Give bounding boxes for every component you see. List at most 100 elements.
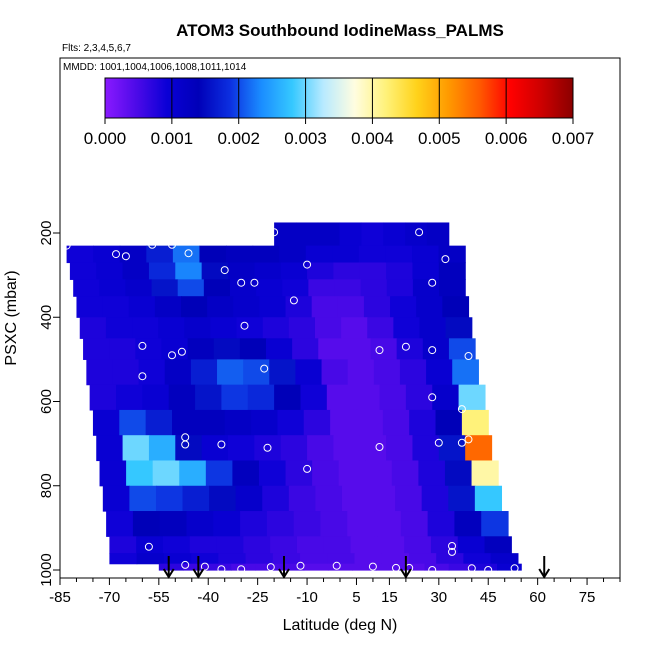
- heatmap-cell: [93, 245, 121, 264]
- heatmap-cell: [119, 245, 147, 264]
- heatmap-cell: [191, 553, 219, 565]
- heatmap-cell: [426, 222, 450, 251]
- heatmap-cell: [386, 279, 414, 297]
- heatmap-cell: [262, 317, 290, 339]
- heatmap-cell: [99, 279, 127, 297]
- heatmap-cell: [358, 245, 387, 264]
- heatmap-cell: [444, 460, 473, 487]
- heatmap-cell: [416, 296, 443, 318]
- heatmap-cell: [400, 511, 429, 537]
- heatmap-cell: [356, 409, 384, 436]
- heatmap-cell: [216, 536, 244, 554]
- sample-point: [181, 440, 190, 449]
- heatmap-cell: [311, 296, 339, 318]
- heatmap-cell: [245, 553, 274, 565]
- sample-point: [177, 347, 186, 356]
- heatmap-cell: [458, 384, 486, 411]
- colorbar-tick-labels: 0.000 0.001 0.002 0.003 0.004 0.005 0.006 0.007: [84, 129, 595, 148]
- sample-point: [95, 547, 104, 555]
- heatmap-cell: [265, 338, 293, 360]
- heatmap-cell: [239, 338, 267, 360]
- sample-point: [428, 346, 437, 355]
- heatmap-cell: [347, 511, 375, 537]
- heatmap-cell: [86, 359, 114, 386]
- heatmap-cell: [201, 435, 229, 462]
- heatmap-cell: [448, 485, 476, 512]
- heatmap-cell: [228, 262, 255, 280]
- sample-point: [467, 564, 476, 573]
- heatmap-cell: [96, 262, 124, 280]
- heatmap-cell: [497, 563, 522, 571]
- heatmap-cell: [323, 536, 352, 554]
- heatmap-cell: [203, 279, 231, 297]
- heatmap-cell: [277, 409, 305, 436]
- heatmap-cell: [190, 359, 218, 386]
- heatmap-cell: [274, 384, 302, 411]
- x-axis-label: Latitude (deg N): [283, 617, 398, 634]
- heatmap-cell: [76, 296, 104, 318]
- heatmap-cell: [213, 338, 241, 360]
- heatmap-cell: [435, 409, 463, 436]
- heatmap-cell: [361, 222, 384, 251]
- colorbar-tick-label: 0.006: [485, 129, 528, 148]
- heatmap-cell: [352, 563, 377, 571]
- heatmap-cell: [430, 536, 459, 554]
- heatmap-cell: [334, 279, 362, 297]
- heatmap-cell: [122, 262, 150, 280]
- heatmap-cell: [128, 296, 156, 318]
- heatmap-cell: [404, 536, 432, 554]
- heatmap-cell: [198, 409, 226, 436]
- heatmap-cell: [259, 296, 287, 318]
- heatmap-cell: [217, 359, 244, 386]
- heatmap-cell: [136, 536, 164, 554]
- heatmap-cell: [481, 511, 509, 537]
- heatmap-cell: [347, 359, 375, 386]
- heatmap-cell: [155, 485, 184, 512]
- heatmap-cell: [320, 511, 348, 537]
- x-tick-label: -85: [49, 589, 71, 606]
- heatmap-cell: [258, 460, 287, 487]
- heatmap-cell: [438, 245, 466, 264]
- arrow-icon: [400, 556, 412, 579]
- sample-point: [200, 562, 209, 571]
- arrow-icon: [192, 556, 205, 579]
- colorbar-tick-label: 0.005: [418, 129, 461, 148]
- heatmap-cell: [315, 485, 343, 512]
- y-axis: 200 400 600 800 1000: [38, 220, 60, 587]
- sample-point: [428, 566, 437, 574]
- heatmap-cell: [209, 485, 237, 512]
- heatmap-cell: [353, 384, 381, 411]
- heatmap-cell: [285, 460, 313, 487]
- heatmap-cell: [89, 384, 117, 411]
- heatmap-cell: [83, 338, 110, 360]
- x-tick-label: 5: [352, 589, 360, 606]
- heatmap-cell: [116, 384, 143, 411]
- heatmap-cell: [164, 359, 192, 386]
- heatmap-cell: [370, 338, 398, 360]
- heatmap-cells: [66, 222, 522, 571]
- heatmap-cell: [412, 279, 440, 297]
- heatmap-cell: [148, 435, 176, 462]
- heatmap-cell: [296, 536, 325, 554]
- heatmap-cell: [168, 384, 196, 411]
- heatmap-cell: [226, 245, 254, 264]
- heatmap-cell: [367, 317, 394, 339]
- sample-point: [457, 438, 466, 447]
- sample-point: [237, 278, 246, 287]
- arrow-head: [162, 568, 175, 579]
- heatmap-cell: [279, 245, 307, 264]
- heatmap-cell: [152, 460, 180, 487]
- heatmap-cell: [73, 279, 100, 297]
- heatmap-cell: [125, 279, 153, 297]
- y-tick-label: 600: [38, 389, 55, 414]
- heatmap-cell: [151, 279, 179, 297]
- heatmap-cell: [396, 338, 424, 360]
- sample-point: [220, 266, 229, 275]
- heatmap-cell: [300, 384, 328, 411]
- sample-point: [112, 250, 120, 259]
- sample-point: [464, 352, 473, 360]
- heatmap-cell: [438, 262, 466, 280]
- x-tick-label: -10: [296, 589, 318, 606]
- heatmap-cell: [129, 485, 157, 512]
- heatmap-cell: [344, 338, 372, 360]
